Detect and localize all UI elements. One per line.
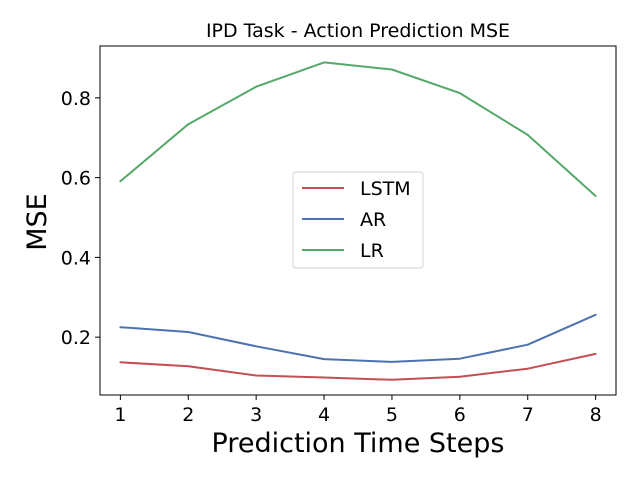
y-tick-label: 0.2 xyxy=(61,327,91,349)
plot-frame xyxy=(99,45,617,396)
series-line-lstm xyxy=(119,352,597,381)
y-tick-label: 0.6 xyxy=(61,168,91,190)
chart-title: IPD Task - Action Prediction MSE xyxy=(206,20,510,42)
y-axis-label: MSE xyxy=(22,193,53,251)
x-tick-label: 8 xyxy=(590,404,602,426)
legend-label-lstm: LSTM xyxy=(360,178,411,200)
y-tick-label: 0.4 xyxy=(61,247,91,269)
x-tick-label: 5 xyxy=(386,404,398,426)
x-tick-label: 7 xyxy=(522,404,534,426)
x-tick-label: 4 xyxy=(318,404,330,426)
legend-label-ar: AR xyxy=(360,209,386,231)
y-tick-label: 0.8 xyxy=(61,88,91,110)
series-line-ar xyxy=(119,313,597,363)
plot-area xyxy=(99,45,617,396)
x-axis-label: Prediction Time Steps xyxy=(212,428,505,459)
series-line-lr xyxy=(119,61,597,197)
x-tick-label: 6 xyxy=(454,404,466,426)
x-tick-label: 1 xyxy=(114,404,126,426)
legend: LSTM AR LR xyxy=(292,171,424,269)
axis-ticks: 1 2 3 4 5 6 7 8 0.2 0.4 0.6 0.8 xyxy=(61,88,602,426)
x-tick-label: 3 xyxy=(250,404,262,426)
legend-box xyxy=(292,171,424,269)
x-tick-label: 2 xyxy=(182,404,194,426)
legend-label-lr: LR xyxy=(360,240,384,262)
